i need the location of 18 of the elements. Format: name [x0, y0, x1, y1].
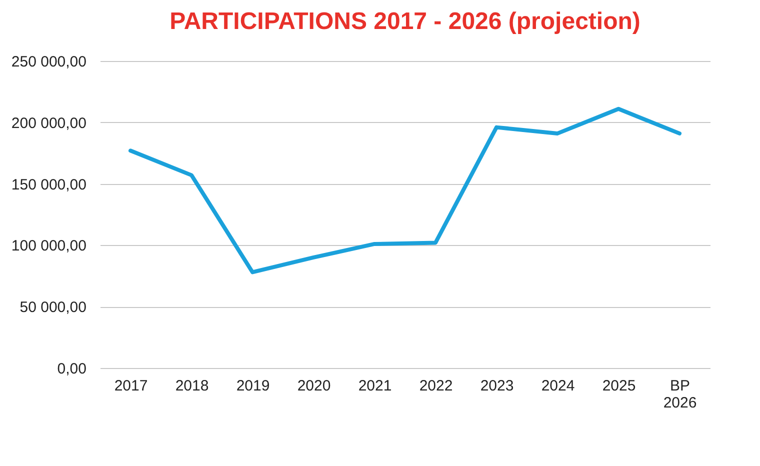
- x-tick-label: 2017: [114, 378, 148, 394]
- y-tick-label: 0,00: [57, 360, 86, 378]
- y-tick-label: 200 000,00: [11, 114, 86, 132]
- x-tick-label: 2022: [419, 378, 453, 394]
- y-tick-label: 150 000,00: [11, 176, 86, 194]
- x-tick-label: 2023: [480, 378, 514, 394]
- line-series: [128, 106, 682, 274]
- x-tick-label: 2021: [358, 378, 392, 394]
- x-tick-label: 2025: [602, 378, 636, 394]
- x-tick-label: 2024: [541, 378, 575, 394]
- y-tick-label: 50 000,00: [20, 299, 86, 316]
- chart-title: PARTICIPATIONS 2017 - 2026 (projection): [170, 8, 640, 35]
- x-tick-label: BP 2026: [663, 378, 697, 412]
- y-tick-label: 100 000,00: [11, 238, 86, 255]
- y-tick-label: 250 000,00: [11, 54, 86, 70]
- x-tick-label: 2020: [297, 378, 331, 394]
- x-tick-label: 2019: [236, 378, 270, 394]
- x-tick-label: 2018: [175, 378, 209, 394]
